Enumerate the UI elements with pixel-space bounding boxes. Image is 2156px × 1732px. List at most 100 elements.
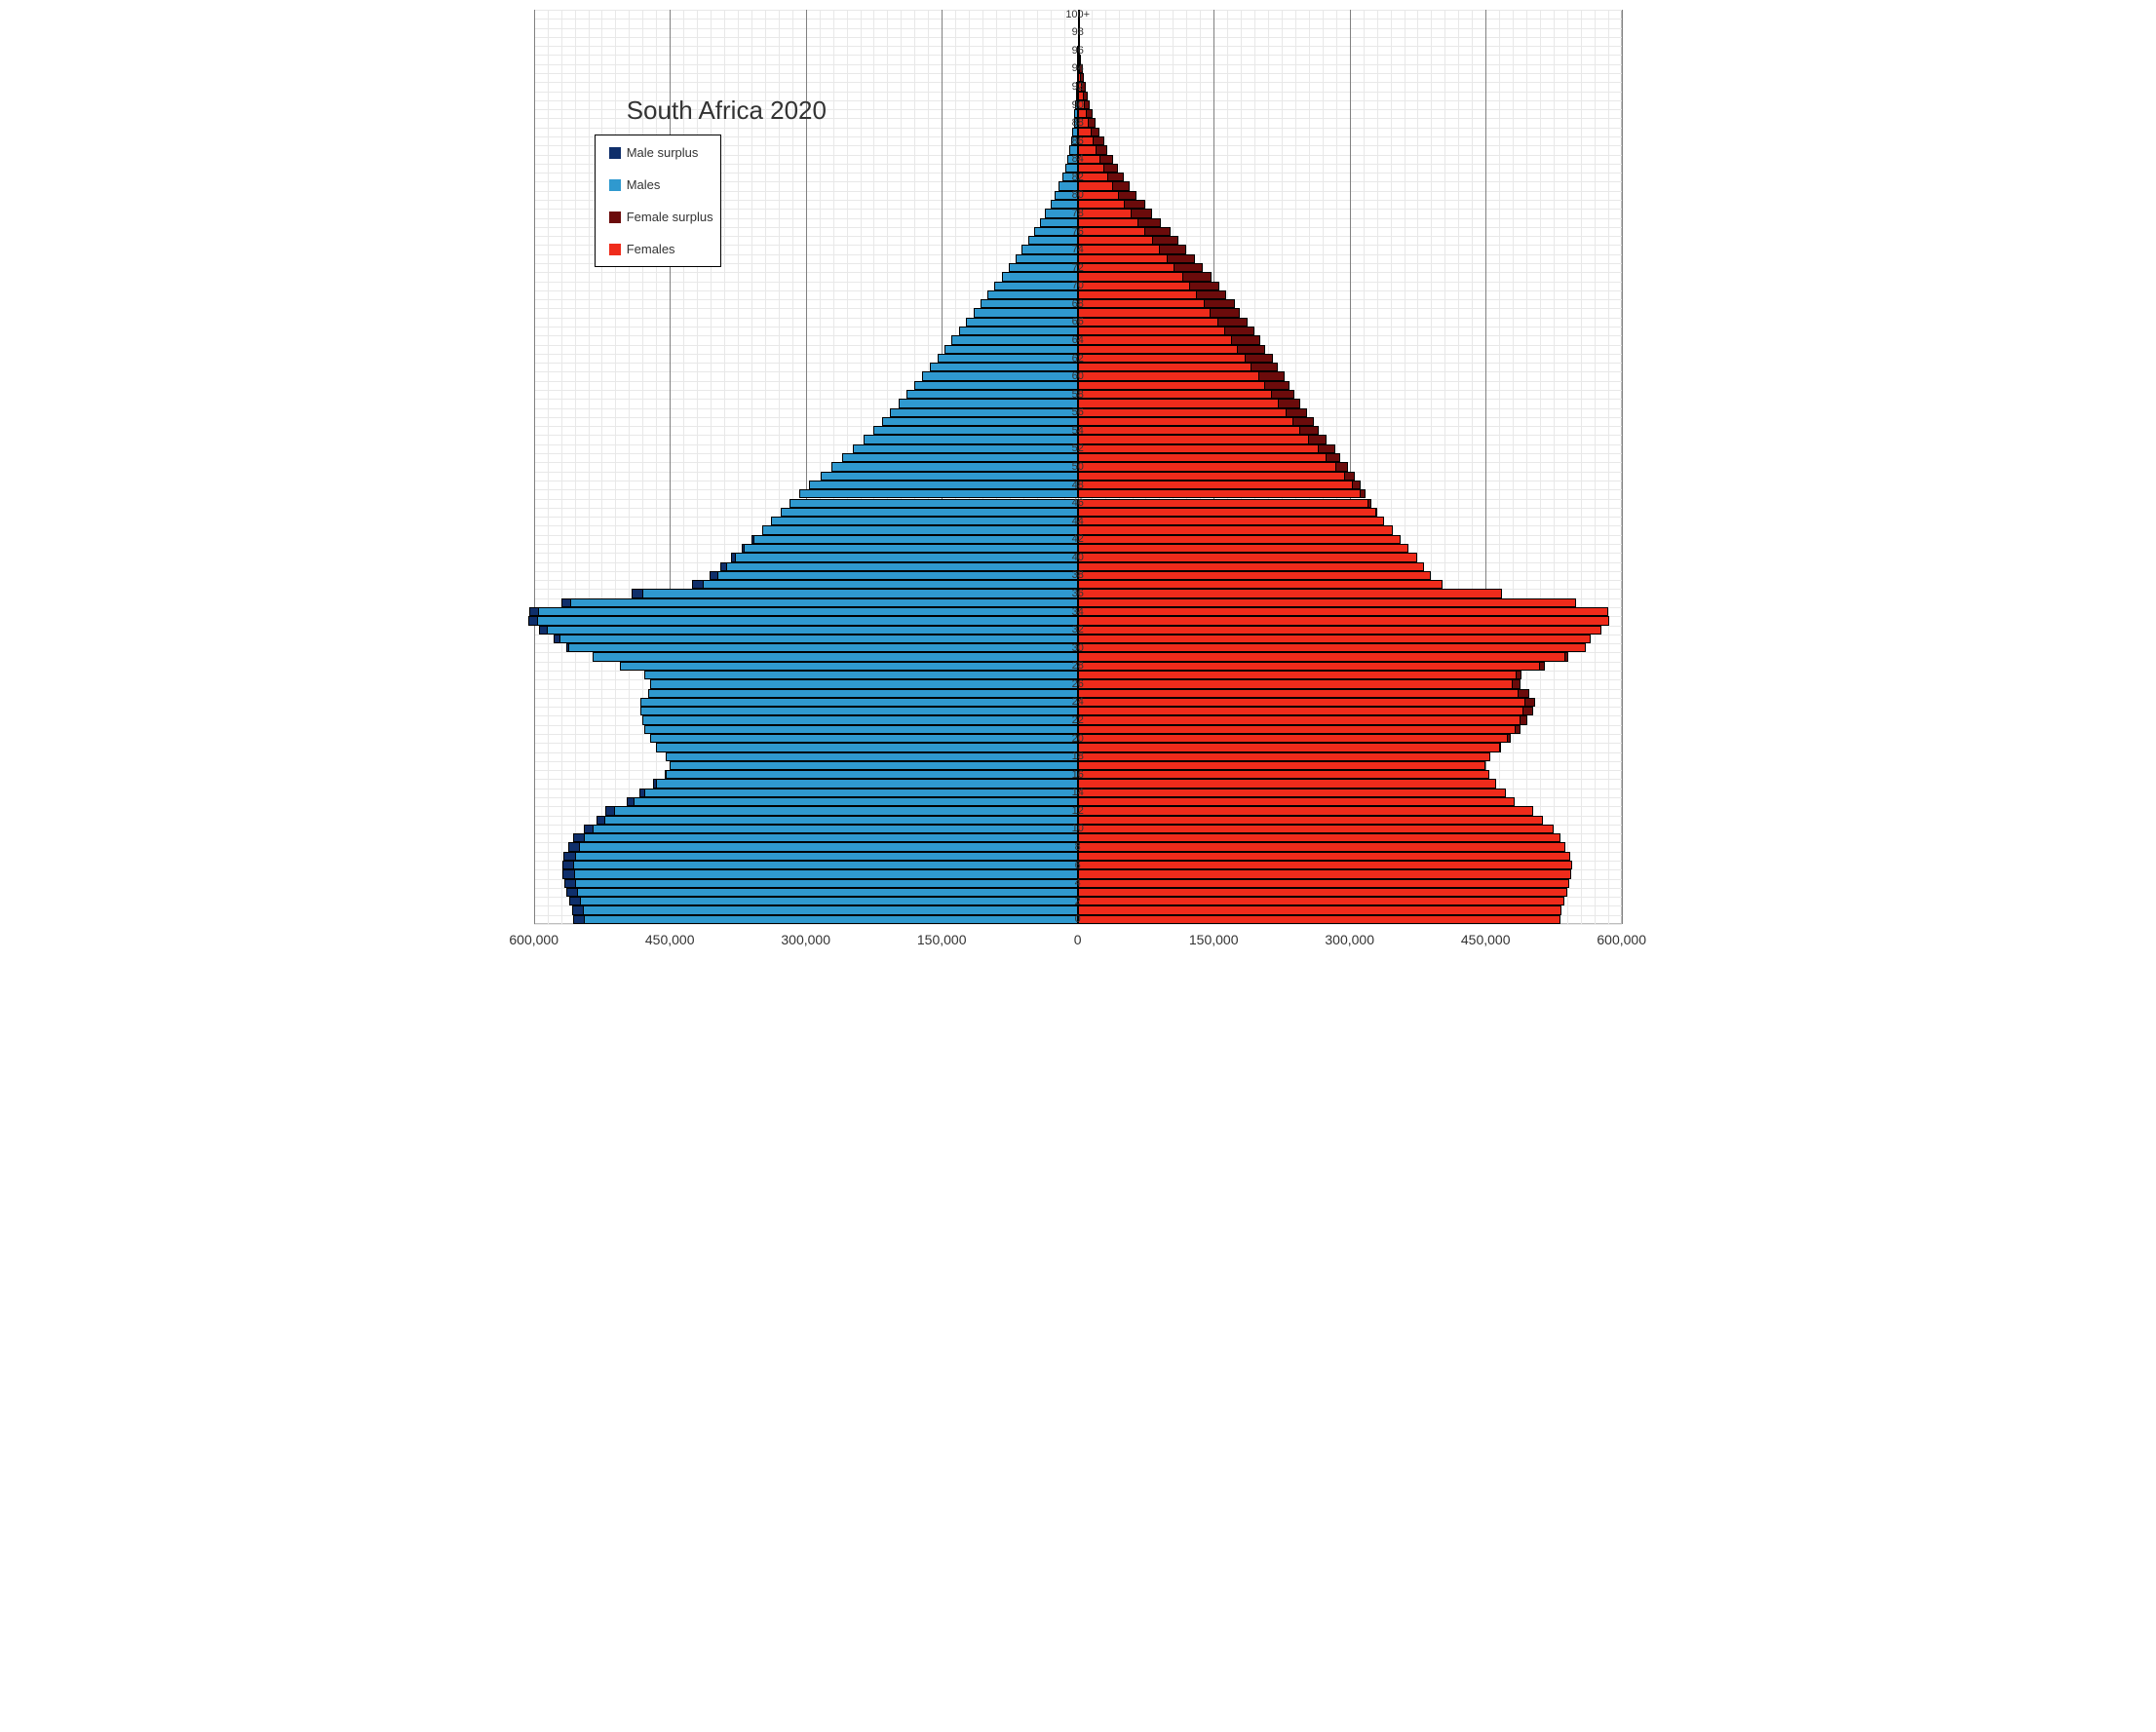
bar-females xyxy=(1078,191,1119,200)
bar-males xyxy=(570,598,1078,607)
bar-males xyxy=(890,408,1078,417)
bar-males xyxy=(1009,263,1078,272)
bar-females xyxy=(1078,444,1319,453)
bar-males xyxy=(1016,254,1078,263)
bar-males xyxy=(717,571,1078,580)
age-label: 92 xyxy=(1072,81,1084,93)
bar-females xyxy=(1078,517,1384,525)
x-axis-tick-label: 0 xyxy=(1074,932,1082,947)
bar-females xyxy=(1078,245,1161,253)
bar-males xyxy=(853,444,1078,453)
bar-females xyxy=(1078,852,1570,861)
age-label: 12 xyxy=(1072,805,1084,817)
bar-males xyxy=(620,662,1078,671)
bar-males xyxy=(951,335,1077,344)
bar-males xyxy=(1028,236,1078,245)
bar-females xyxy=(1078,227,1146,236)
bar-females xyxy=(1078,354,1246,363)
age-label: 20 xyxy=(1072,733,1084,745)
bar-males xyxy=(538,607,1077,616)
x-axis-tick-label: 300,000 xyxy=(781,932,830,947)
age-label: 78 xyxy=(1072,208,1084,219)
age-label: 66 xyxy=(1072,316,1084,327)
bar-females xyxy=(1078,263,1175,272)
bar-males xyxy=(789,499,1078,508)
bar-males xyxy=(831,462,1078,471)
age-label: 26 xyxy=(1072,678,1084,690)
bar-females xyxy=(1078,652,1565,661)
bar-females xyxy=(1078,499,1369,508)
bar-females xyxy=(1078,318,1218,327)
bar-males xyxy=(575,852,1078,861)
bar-females xyxy=(1078,897,1564,905)
minor-gridline-vertical xyxy=(1595,10,1596,924)
age-label: 24 xyxy=(1072,696,1084,708)
age-label: 94 xyxy=(1072,62,1084,74)
age-label: 72 xyxy=(1072,262,1084,274)
age-label: 96 xyxy=(1072,45,1084,57)
bar-males xyxy=(974,308,1078,317)
bar-females xyxy=(1078,715,1521,724)
age-label: 62 xyxy=(1072,353,1084,365)
bar-males xyxy=(873,426,1078,435)
legend-label: Males xyxy=(627,177,661,192)
bar-males xyxy=(809,481,1077,489)
bar-males xyxy=(959,327,1078,335)
bar-males xyxy=(584,915,1078,924)
bar-females xyxy=(1078,816,1543,825)
age-label: 8 xyxy=(1075,841,1081,853)
age-label: 54 xyxy=(1072,425,1084,437)
bar-females xyxy=(1078,797,1515,806)
bar-females xyxy=(1078,888,1567,897)
bar-females xyxy=(1078,381,1266,390)
bar-females xyxy=(1078,535,1401,544)
bar-males xyxy=(726,562,1078,571)
bar-males xyxy=(580,897,1078,905)
bar-males xyxy=(821,472,1078,481)
bar-males xyxy=(577,888,1077,897)
bar-females xyxy=(1078,869,1571,878)
age-label: 70 xyxy=(1072,280,1084,291)
bar-males xyxy=(575,879,1077,888)
bar-females xyxy=(1078,435,1309,443)
legend-swatch xyxy=(609,212,621,223)
bar-females xyxy=(1078,453,1328,462)
age-label: 86 xyxy=(1072,135,1084,147)
bar-males xyxy=(537,616,1077,625)
age-label: 74 xyxy=(1072,244,1084,255)
minor-gridline-vertical xyxy=(1554,10,1555,924)
bar-males xyxy=(573,861,1078,869)
bar-females xyxy=(1078,472,1345,481)
bar-females xyxy=(1078,508,1376,517)
age-label: 58 xyxy=(1072,389,1084,401)
age-label: 98 xyxy=(1072,26,1084,38)
bar-males xyxy=(559,635,1078,643)
bar-males xyxy=(650,679,1078,688)
bar-females xyxy=(1078,879,1569,888)
bar-females xyxy=(1078,626,1602,635)
bar-males xyxy=(593,652,1078,661)
bar-females xyxy=(1078,290,1198,299)
bar-females xyxy=(1078,598,1577,607)
x-axis-tick-label: 450,000 xyxy=(1461,932,1511,947)
x-axis-tick-label: 150,000 xyxy=(917,932,967,947)
bar-females xyxy=(1078,282,1190,290)
bar-females xyxy=(1078,272,1183,281)
bar-females xyxy=(1078,861,1572,869)
bar-females xyxy=(1078,725,1516,734)
bar-males xyxy=(547,626,1078,635)
bar-males xyxy=(656,779,1077,788)
age-label: 50 xyxy=(1072,461,1084,473)
bar-males xyxy=(593,825,1078,833)
bar-females xyxy=(1078,236,1153,245)
bar-males xyxy=(735,553,1078,561)
bar-females xyxy=(1078,707,1524,715)
bar-males xyxy=(604,816,1077,825)
bar-females xyxy=(1078,371,1259,380)
age-label: 64 xyxy=(1072,334,1084,346)
age-label: 48 xyxy=(1072,480,1084,491)
bar-males xyxy=(703,580,1078,589)
legend: Male surplusMalesFemale surplusFemales xyxy=(595,135,721,267)
bar-males xyxy=(781,508,1078,517)
minor-gridline-vertical xyxy=(561,10,562,924)
